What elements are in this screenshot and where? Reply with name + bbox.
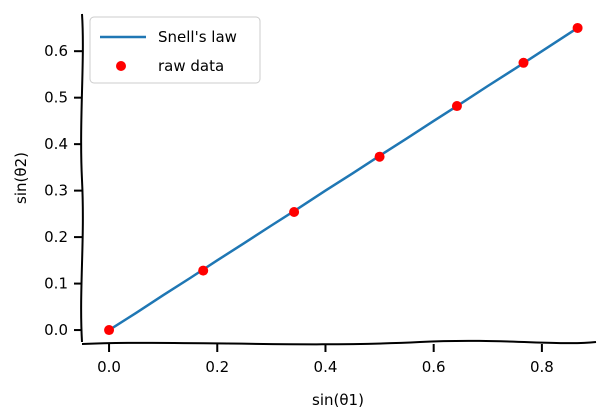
y-axis-spine	[80, 13, 84, 343]
data-point-raw	[289, 207, 300, 217]
y-tick-label: 0.3	[44, 182, 68, 200]
data-point-raw	[572, 22, 583, 33]
legend-label-snells-law: Snell's law	[158, 28, 237, 46]
y-tick-label: 0.2	[44, 228, 68, 246]
series-line-snells-law	[107, 26, 579, 332]
legend-box	[89, 16, 261, 84]
data-point-raw	[451, 101, 462, 112]
plot-area	[104, 22, 583, 336]
x-tick-label: 0.0	[97, 358, 121, 376]
data-point-raw	[104, 325, 115, 336]
x-axis-label: sin(θ1)	[312, 391, 364, 409]
legend: Snell's law raw data	[89, 16, 261, 84]
y-tick-label: 0.5	[44, 89, 68, 107]
y-axis-label: sin(θ2)	[12, 152, 30, 204]
x-tick-label: 0.8	[530, 358, 554, 376]
ticks: 0.0 0.2 0.4 0.6 0.8 0.0 0.1 0.2 0.3 0.4 0.5 0.6	[44, 42, 554, 376]
x-tick-label: 0.6	[422, 358, 446, 376]
x-axis-spine	[81, 339, 597, 346]
data-point-raw	[518, 57, 529, 68]
y-tick-label: 0.6	[44, 42, 68, 60]
y-tick-label: 0.0	[44, 321, 68, 339]
legend-label-raw-data: raw data	[158, 57, 224, 75]
data-point-raw	[198, 265, 209, 276]
data-point-raw	[374, 151, 385, 162]
y-tick-label: 0.1	[44, 275, 68, 293]
y-tick-label: 0.4	[44, 135, 68, 153]
x-tick-label: 0.2	[205, 358, 229, 376]
x-tick-label: 0.4	[314, 358, 338, 376]
legend-marker-swatch	[116, 61, 126, 71]
